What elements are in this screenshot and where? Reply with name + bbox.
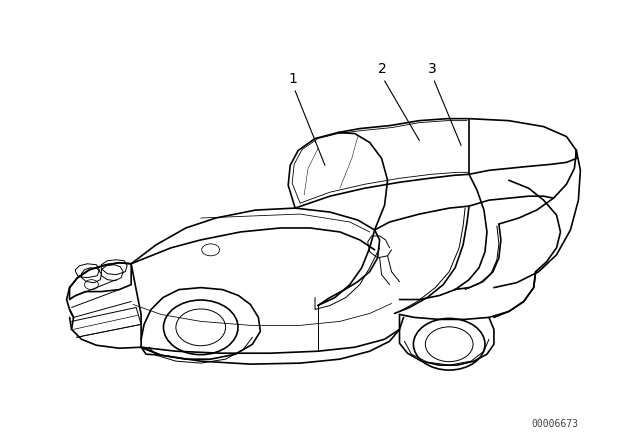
Text: 00006673: 00006673 [531, 419, 579, 429]
Text: 2: 2 [378, 62, 387, 76]
Text: 1: 1 [289, 72, 298, 86]
Text: 3: 3 [428, 62, 436, 76]
